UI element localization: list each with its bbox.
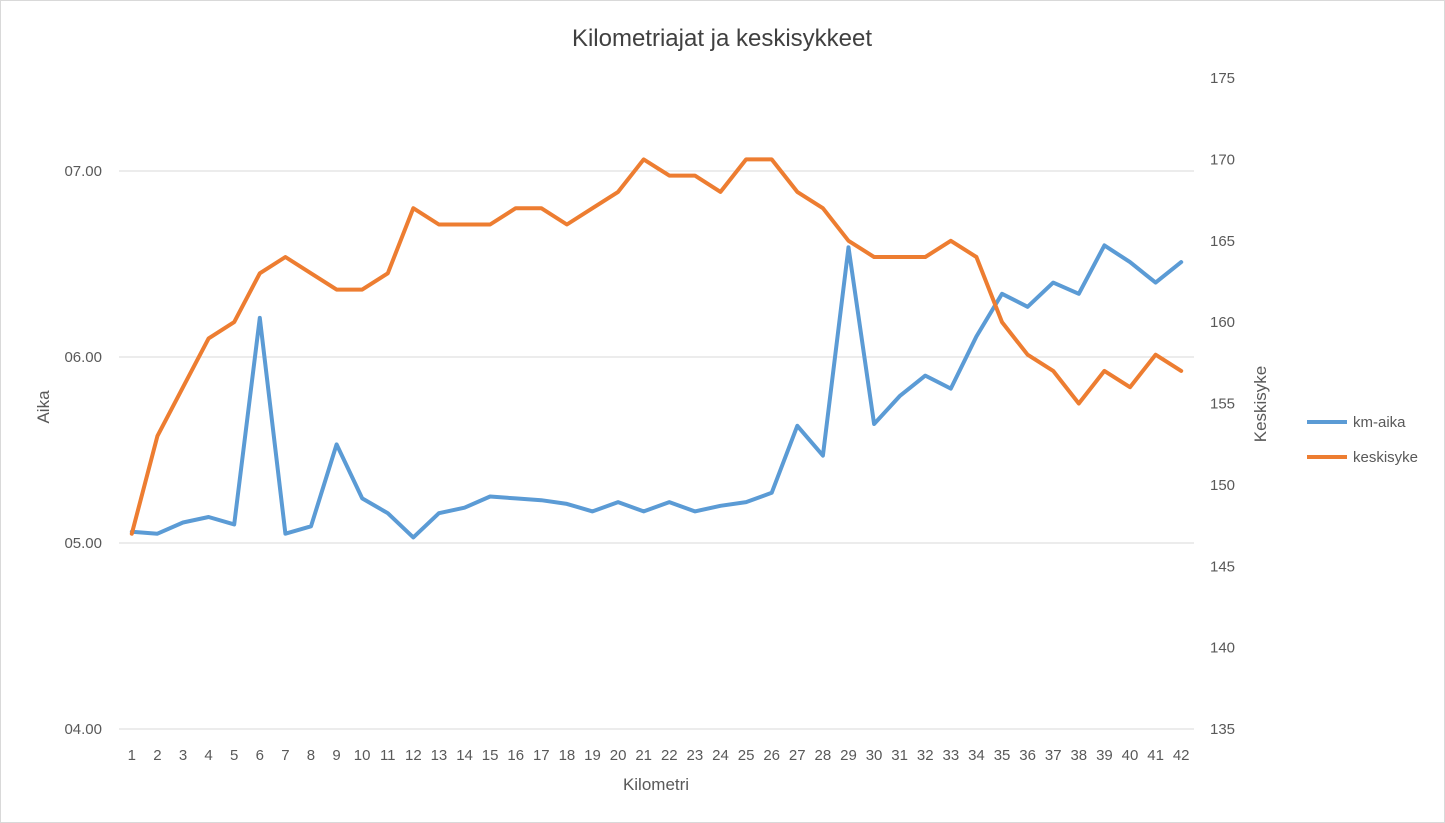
y2-tick-label: 165 xyxy=(1210,233,1235,250)
x-tick-label: 20 xyxy=(610,747,627,764)
x-tick-label: 15 xyxy=(482,747,499,764)
x-tick-label: 23 xyxy=(687,747,704,764)
x-tick-label: 25 xyxy=(738,747,755,764)
x-tick-label: 21 xyxy=(635,747,652,764)
y2-tick-label: 150 xyxy=(1210,477,1235,494)
y2-tick-label: 135 xyxy=(1210,721,1235,738)
x-tick-label: 29 xyxy=(840,747,857,764)
x-tick-label: 1 xyxy=(128,747,136,764)
y2-tick-label: 145 xyxy=(1210,558,1235,575)
x-tick-label: 22 xyxy=(661,747,678,764)
x-tick-label: 36 xyxy=(1019,747,1036,764)
x-tick-label: 3 xyxy=(179,747,187,764)
y2-axis-title: Keskisyke xyxy=(1251,366,1270,443)
y-tick-label: 05.00 xyxy=(64,535,102,552)
series-line-km-aika xyxy=(129,243,1184,540)
x-tick-label: 4 xyxy=(204,747,212,764)
y2-tick-label: 155 xyxy=(1210,396,1235,413)
x-tick-label: 41 xyxy=(1147,747,1164,764)
legend-label-km-aika: km-aika xyxy=(1353,414,1406,431)
x-tick-label: 42 xyxy=(1173,747,1190,764)
x-tick-label: 6 xyxy=(256,747,264,764)
y-tick-label: 04.00 xyxy=(64,721,102,738)
y2-tick-label: 160 xyxy=(1210,314,1235,331)
x-tick-label: 18 xyxy=(559,747,576,764)
legend: km-aika keskisyke xyxy=(1307,414,1418,466)
y2-tick-label: 140 xyxy=(1210,640,1235,657)
x-tick-label: 9 xyxy=(332,747,340,764)
x-tick-label: 28 xyxy=(815,747,832,764)
x-axis-ticks: 1 2 3 4 5 6 7 8 9 10 11 12 13 14 15 16 17 18 19 20 21 22 23 24 2… xyxy=(128,747,1190,764)
x-tick-label: 19 xyxy=(584,747,601,764)
x-tick-label: 31 xyxy=(891,747,908,764)
x-tick-label: 13 xyxy=(431,747,448,764)
x-tick-label: 32 xyxy=(917,747,934,764)
x-tick-label: 38 xyxy=(1070,747,1087,764)
x-tick-label: 7 xyxy=(281,747,289,764)
x-tick-label: 24 xyxy=(712,747,729,764)
series-line-keskisyke xyxy=(129,157,1184,536)
x-tick-label: 17 xyxy=(533,747,550,764)
x-tick-label: 5 xyxy=(230,747,238,764)
chart-title: Kilometriajat ja keskisykkeet xyxy=(572,25,872,52)
x-tick-label: 30 xyxy=(866,747,883,764)
y-axis-right: 135 140 145 150 155 160 165 170 175 xyxy=(1210,70,1235,738)
x-tick-label: 37 xyxy=(1045,747,1062,764)
x-axis-title: Kilometri xyxy=(623,775,689,794)
x-tick-label: 39 xyxy=(1096,747,1113,764)
legend-label-keskisyke: keskisyke xyxy=(1353,449,1418,466)
x-tick-label: 35 xyxy=(994,747,1011,764)
x-tick-label: 14 xyxy=(456,747,473,764)
x-tick-label: 12 xyxy=(405,747,422,764)
x-tick-label: 8 xyxy=(307,747,315,764)
x-tick-label: 33 xyxy=(943,747,960,764)
x-tick-label: 11 xyxy=(380,747,396,764)
y-axis-left: 04.00 05.00 06.00 07.00 xyxy=(64,163,102,738)
y-axis-title: Aika xyxy=(34,390,53,424)
y2-tick-label: 170 xyxy=(1210,151,1235,168)
y-tick-label: 07.00 xyxy=(64,163,102,180)
x-tick-label: 26 xyxy=(763,747,780,764)
x-tick-label: 10 xyxy=(354,747,371,764)
y2-tick-label: 175 xyxy=(1210,70,1235,87)
series-group xyxy=(129,157,1184,540)
x-tick-label: 40 xyxy=(1122,747,1139,764)
x-tick-label: 27 xyxy=(789,747,806,764)
x-tick-label: 2 xyxy=(153,747,161,764)
y-tick-label: 06.00 xyxy=(64,349,102,366)
x-tick-label: 34 xyxy=(968,747,985,764)
x-tick-label: 16 xyxy=(507,747,524,764)
gridlines xyxy=(119,170,1194,730)
